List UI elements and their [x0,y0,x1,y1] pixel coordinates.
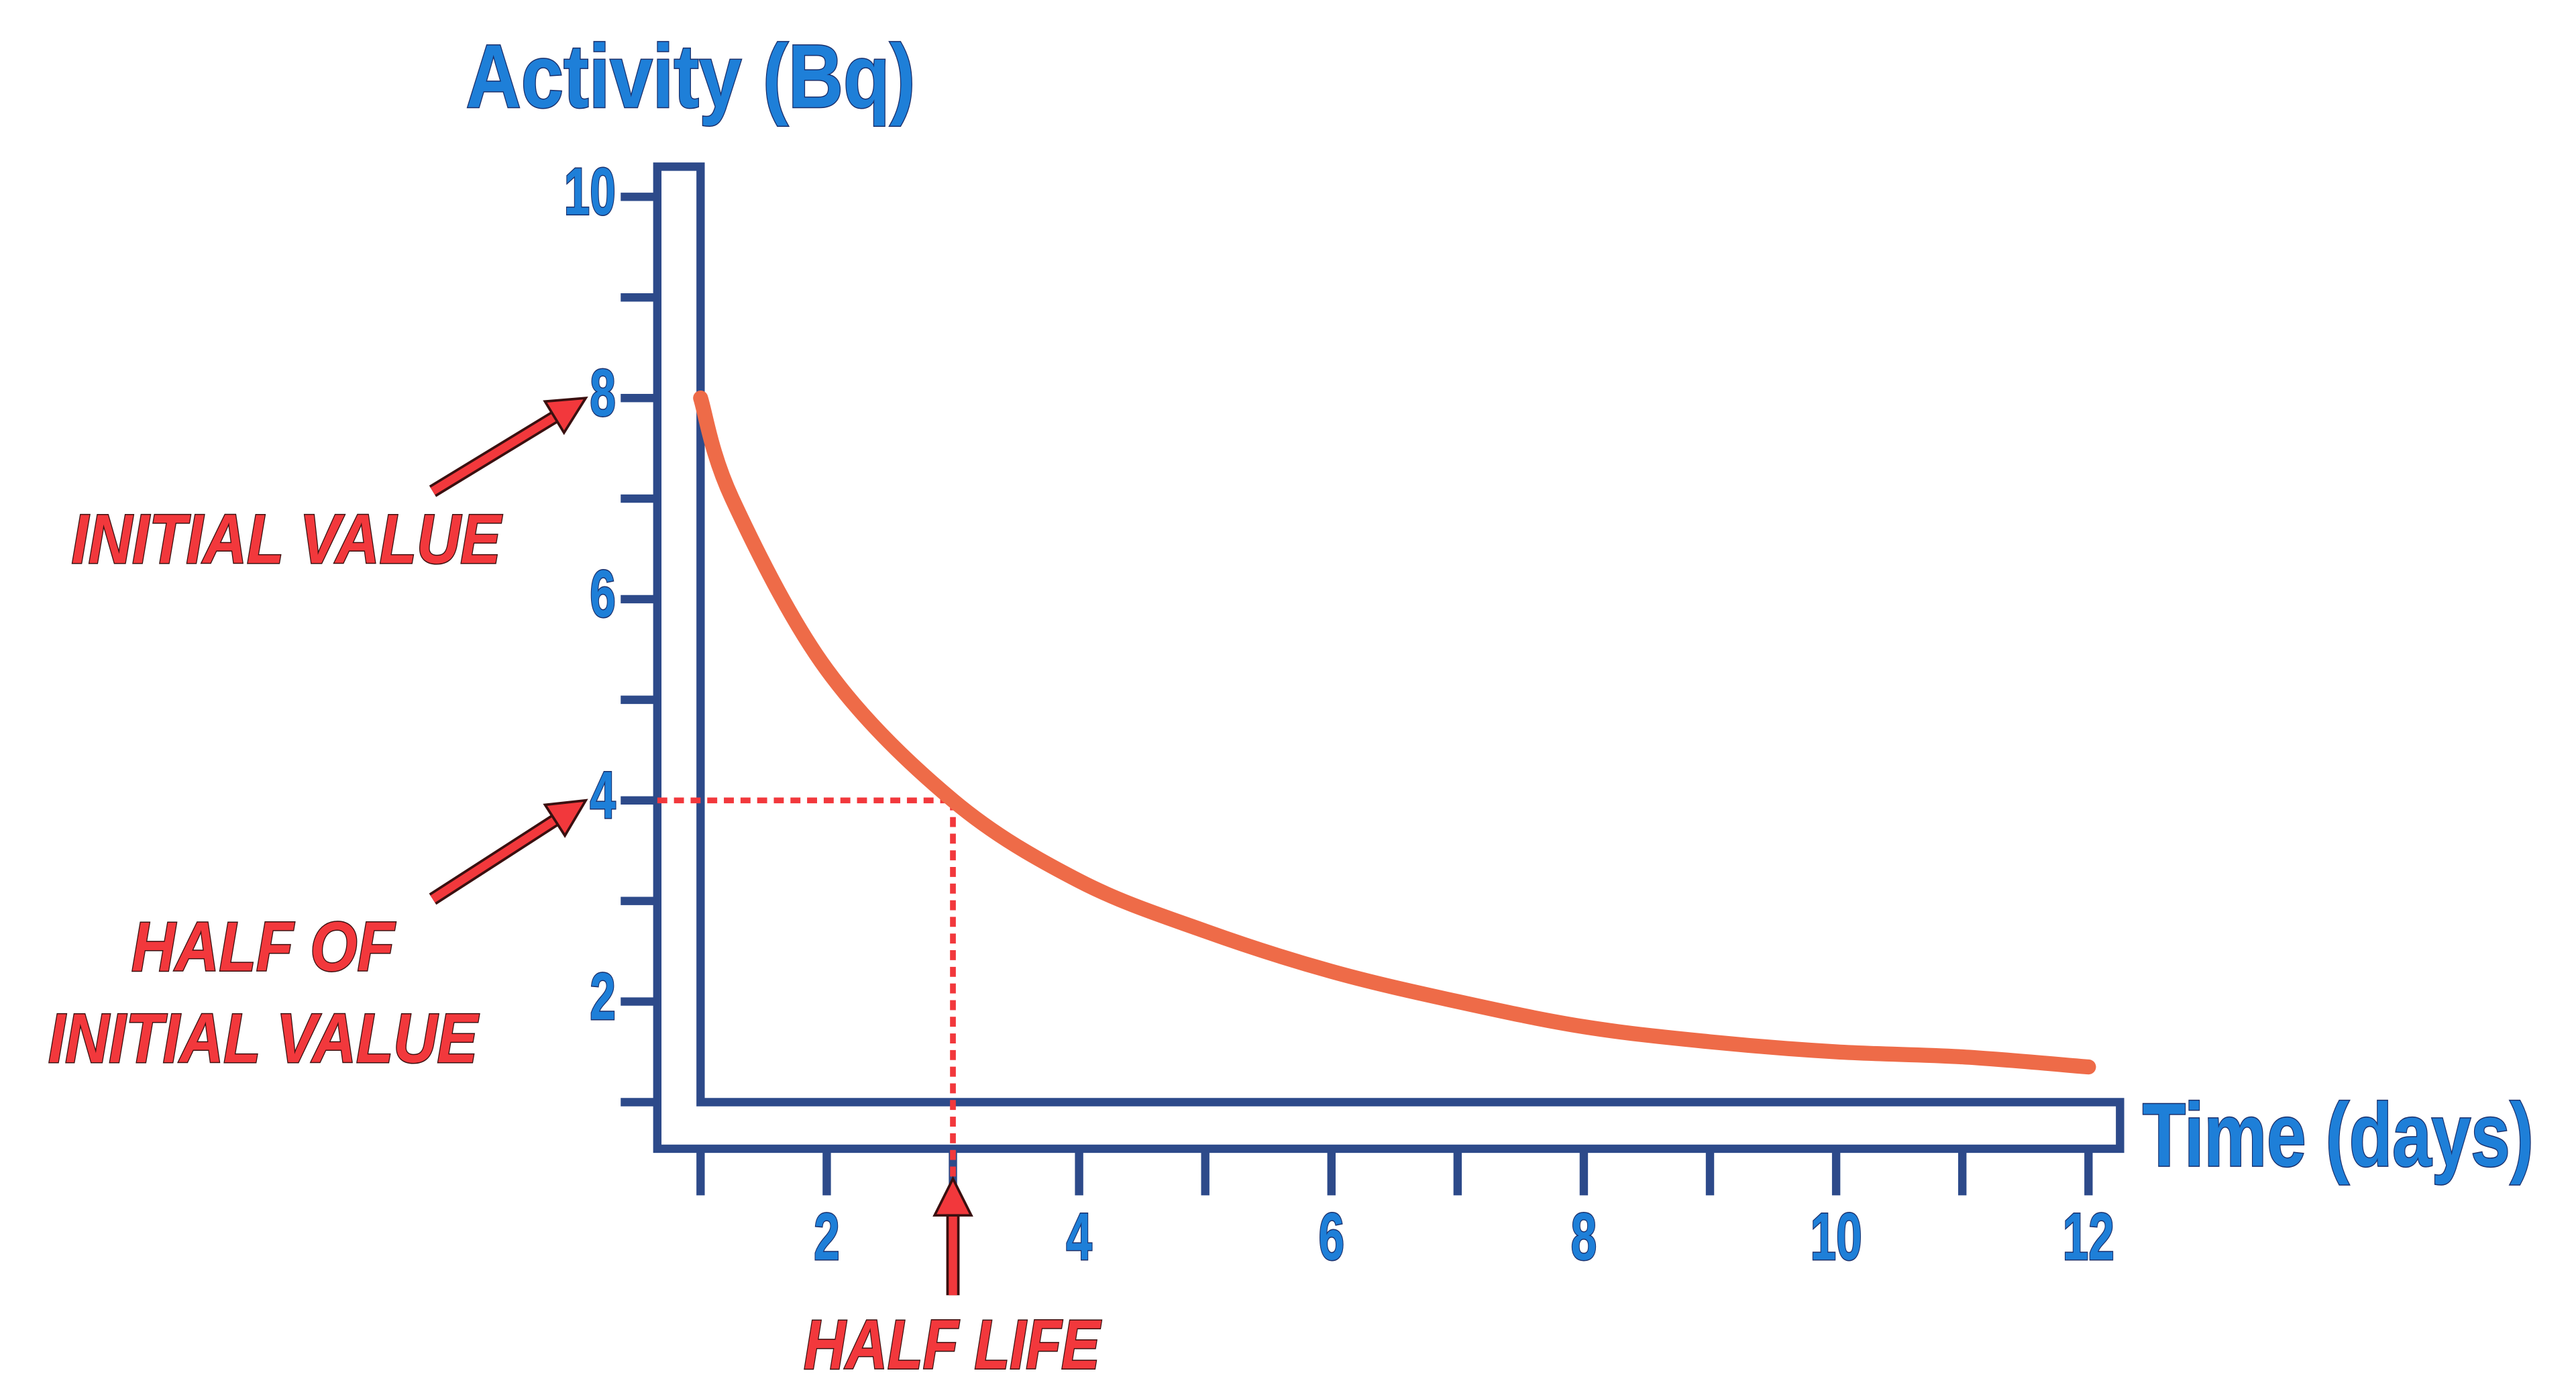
annotation: INITIAL VALUE [72,501,503,578]
x-tick-label: 6 [1318,1200,1344,1274]
annotation: HALF LIFE [804,1306,1102,1384]
x-tick-label: 8 [1571,1200,1597,1274]
arrow-shaft [430,413,557,495]
x-tick-label: 10 [1810,1200,1862,1274]
data-line [693,390,2096,1075]
x-tick-label: 4 [1066,1200,1092,1274]
annotation: INITIAL VALUE [48,1000,480,1078]
x-tick-label: 2 [814,1200,840,1274]
arrow-head [932,1176,973,1217]
arrow-head [543,396,588,435]
x-axis-label: Time (days) [2143,1085,2534,1185]
y-axis-label: Activity (Bq) [466,27,916,127]
y-tick-label: 6 [590,557,616,631]
annotation: HALF OF [131,909,396,986]
y-tick-label: 8 [590,356,616,430]
y-tick-label: 2 [590,960,616,1034]
axis-frame [653,162,2125,1153]
y-tick-label: 10 [564,154,616,229]
arrow-shaft [430,817,557,903]
y-tick-label: 4 [590,758,616,833]
x-tick-label: 12 [2063,1200,2114,1274]
arrow-head [543,799,588,838]
